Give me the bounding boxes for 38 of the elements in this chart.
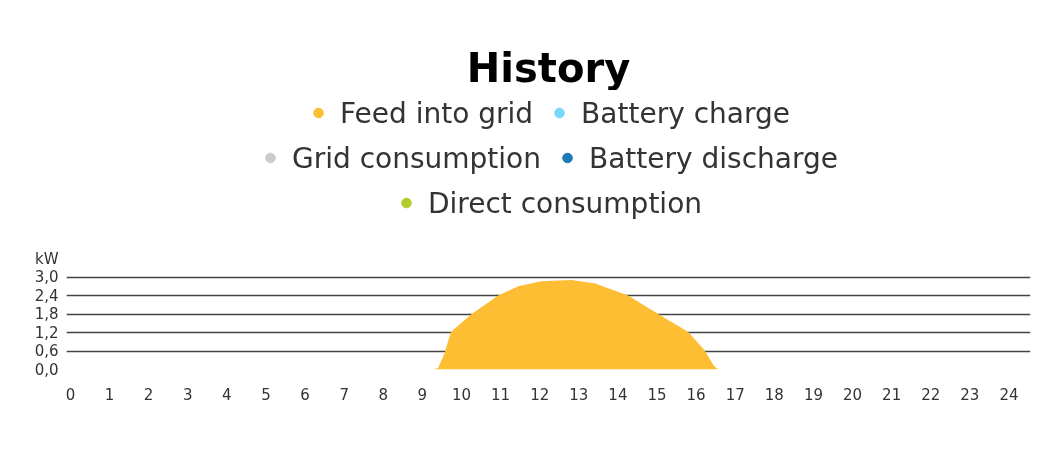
legend-label: Direct consumption — [427, 186, 703, 219]
x-tick-label: 19 — [803, 385, 823, 404]
x-tick-label: 12 — [530, 385, 550, 404]
x-tick-label: 15 — [647, 385, 667, 404]
x-tick-label: 22 — [921, 385, 941, 404]
y-tick-label: 1,2 — [34, 323, 59, 342]
x-tick-label: 23 — [960, 385, 980, 404]
x-tick-label: 9 — [417, 385, 428, 404]
legend-label: Grid consumption — [292, 141, 541, 174]
x-tick-label: 8 — [378, 385, 389, 404]
x-tick-label: 4 — [222, 385, 232, 404]
x-tick-label: 16 — [686, 385, 706, 404]
chart-title: History — [466, 44, 631, 91]
y-tick-label: 2,4 — [34, 286, 59, 305]
x-tick-label: 10 — [451, 385, 472, 404]
legend-label: Battery discharge — [588, 141, 838, 174]
legend-label: Battery charge — [581, 96, 790, 129]
x-tick-label: 18 — [764, 385, 784, 404]
x-tick-label: 7 — [339, 385, 349, 404]
x-tick-label: 21 — [882, 385, 902, 404]
y-tick-label: 3,0 — [34, 268, 59, 286]
y-tick-label: 1,8 — [34, 305, 59, 323]
x-tick-label: 11 — [491, 385, 511, 404]
legend-label: Feed into grid — [340, 96, 534, 129]
x-tick-label: 24 — [999, 385, 1019, 404]
x-tick-label: 2 — [143, 385, 154, 404]
x-tick-label: 5 — [261, 385, 271, 404]
x-tick-label: 6 — [300, 385, 310, 404]
x-tick-label: 17 — [725, 385, 745, 404]
y-tick-label: 0,0 — [34, 360, 59, 379]
x-tick-label: 14 — [608, 385, 628, 404]
y-tick-label: kW — [34, 249, 59, 268]
x-tick-label: 20 — [843, 385, 863, 404]
x-tick-label: 0 — [65, 385, 76, 404]
x-tick-label: 3 — [182, 385, 193, 404]
x-tick-label: 13 — [569, 385, 589, 404]
y-tick-label: 0,6 — [34, 342, 59, 360]
x-tick-label: 1 — [104, 385, 115, 404]
